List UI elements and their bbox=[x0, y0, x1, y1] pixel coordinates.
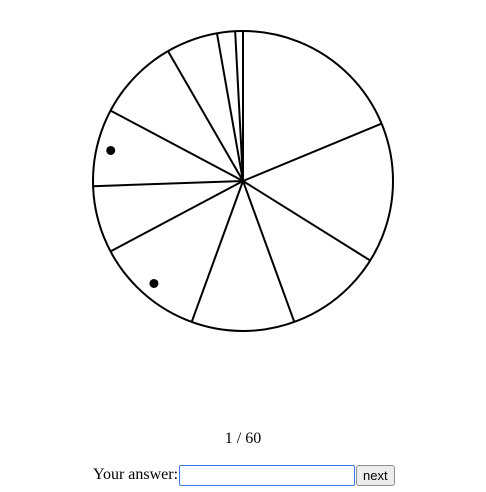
slice-boundary-1 bbox=[242, 122, 382, 182]
slice-marker-dot-6 bbox=[106, 145, 116, 155]
slice-boundary-3 bbox=[242, 180, 296, 323]
slice-marker-dot-4 bbox=[149, 278, 159, 288]
slice-boundary-9 bbox=[215, 33, 244, 182]
slice-boundary-8 bbox=[167, 50, 244, 182]
slice-boundary-5 bbox=[110, 180, 244, 253]
slice-boundary-2 bbox=[242, 180, 371, 262]
slice-boundary-10 bbox=[234, 31, 244, 182]
answer-row: Your answer: next bbox=[93, 464, 395, 486]
slice-boundary-7 bbox=[110, 109, 244, 182]
slice-boundary-4 bbox=[190, 180, 244, 323]
answer-label: Your answer: bbox=[93, 466, 179, 483]
pie-slices-group bbox=[92, 30, 394, 332]
answer-input[interactable] bbox=[179, 464, 356, 486]
pie-chart bbox=[92, 30, 394, 332]
next-button[interactable]: next bbox=[356, 464, 395, 486]
slice-boundary-6 bbox=[93, 180, 244, 188]
question-progress: 1 / 60 bbox=[224, 430, 262, 447]
